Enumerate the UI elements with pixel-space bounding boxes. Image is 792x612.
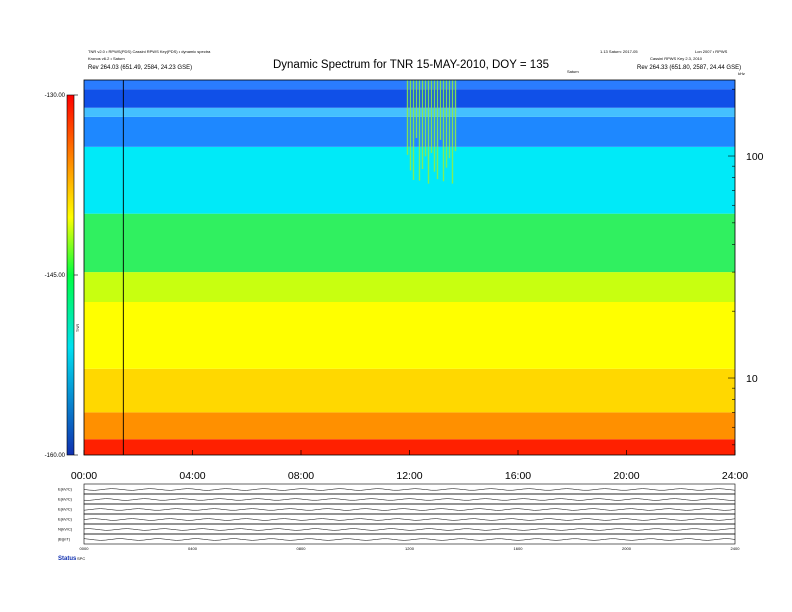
x-tick-label: 20:00: [613, 470, 639, 482]
panel-x-tick-label: 1200: [405, 546, 415, 551]
footer-label: Status: [58, 556, 77, 562]
lower-panels: E(kV/C) E(kV/C) E(kV/C) E(kV/C) N(kV/C) |B|(n…: [58, 483, 741, 551]
panel-label: E(kV/C): [58, 507, 73, 512]
colorbar: [67, 95, 74, 455]
y-tick-label: 10: [746, 373, 758, 385]
panel-x-tick-label: 0400: [188, 546, 198, 551]
panel-trace: [83, 528, 735, 531]
x-tick-label: 04:00: [179, 470, 205, 482]
spectrum-band-8: [84, 107, 735, 117]
panel-frame: [83, 493, 736, 505]
panel-label: N(kV/C): [58, 527, 73, 532]
spectrum-band-9: [84, 89, 735, 108]
y-tick-label: 100: [746, 151, 764, 163]
colorbar-tick-top: -130.00: [45, 93, 66, 99]
spectrum-band-3: [84, 301, 735, 369]
panel-x-tick-label: 0000: [80, 546, 90, 551]
panel-x-tick-label: 2000: [622, 546, 632, 551]
panel-frame: [83, 533, 736, 545]
panel-x-tick-label: 1600: [514, 546, 524, 551]
rev-right: Rev 264.33 (651.80, 2587, 24.44 GSE): [637, 65, 741, 71]
x-tick-label: 12:00: [396, 470, 422, 482]
colorbar-tick-mid: -145.00: [45, 273, 66, 279]
spectrum-band-1: [84, 412, 735, 440]
x-tick-label: 08:00: [288, 470, 314, 482]
header-info-left-2: Kronos v6.2 • Saturn: [88, 56, 125, 61]
spectrum-band-7: [84, 116, 735, 147]
mid-label: Saturn: [567, 69, 579, 74]
panel-x-tick-label: 2400: [731, 546, 741, 551]
x-tick-label: 00:00: [71, 470, 97, 482]
panel-trace: [83, 538, 736, 541]
footer-code: SPC: [77, 556, 85, 561]
axes: 00:00 04:00 08:00 12:00 16:00 20:00 24:00 10 100: [71, 88, 764, 482]
spectrum-band-6: [84, 146, 735, 214]
spectrum-band-10: [84, 80, 735, 90]
panel-label: |B|(nT): [58, 537, 71, 542]
spectrum-band-5: [84, 213, 735, 273]
panel-trace: [83, 488, 736, 491]
panel-frame: [83, 513, 736, 525]
header-info-right-1: 1.13 Saturn: 2017-05: [600, 49, 638, 54]
colorbar-label: TNR: [75, 324, 80, 332]
spectrogram: [84, 80, 735, 455]
panel-label: E(kV/C): [58, 487, 73, 492]
spectrum-band-4: [84, 272, 735, 302]
panel-trace: [83, 508, 736, 511]
panel-trace: [83, 518, 736, 521]
panel-label: E(kV/C): [58, 517, 73, 522]
panel-label: E(kV/C): [58, 497, 73, 502]
spectrum-band-0: [84, 439, 735, 455]
panel-x-tick-label: 0800: [297, 546, 307, 551]
header-info-left-1: TNR v2.0 • RPWS(PDS) Cassini RPWS Key(PD…: [88, 49, 211, 54]
right-corner-label: kHz: [738, 71, 745, 76]
spectrum-band-2: [84, 368, 735, 413]
chart-title: Dynamic Spectrum for TNR 15-MAY-2010, DO…: [273, 59, 549, 71]
x-tick-label: 16:00: [505, 470, 531, 482]
radio-burst-0: [406, 80, 457, 184]
panel-frame: [83, 523, 736, 535]
colorbar-tick-bottom: -160.00: [45, 453, 66, 459]
panel-trace: [83, 498, 736, 501]
header-info-right-2: Lon 2007 • RPWS: [695, 49, 728, 54]
header-info-right-3: Cassini RPWS Key 2.3, 2010: [650, 56, 703, 61]
rev-left: Rev 264.03 (651.49, 2584, 24.23 GSE): [88, 65, 192, 71]
x-tick-label: 24:00: [722, 470, 748, 482]
